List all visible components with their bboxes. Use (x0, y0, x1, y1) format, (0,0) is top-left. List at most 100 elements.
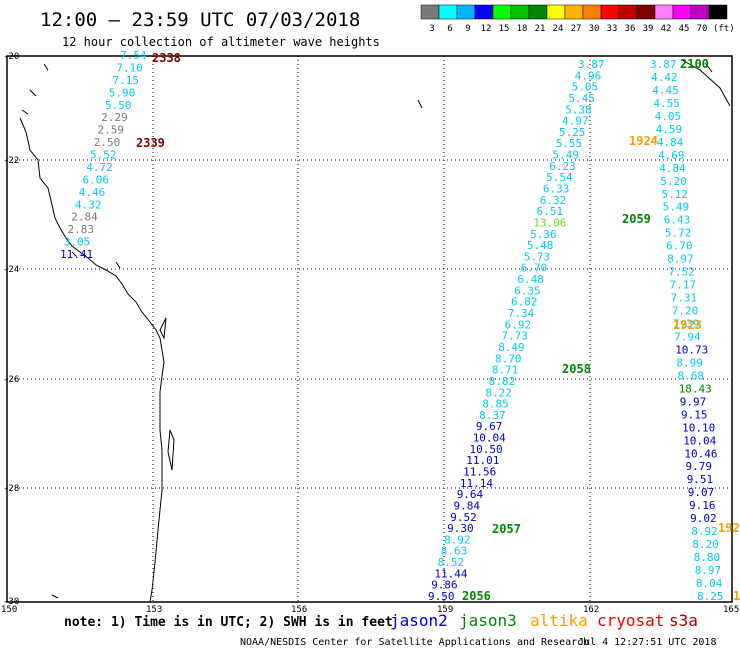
wave-height-value: 2.50 (94, 136, 121, 149)
wave-height-value: 2.29 (101, 111, 128, 124)
wave-height-value: 6.92 (505, 318, 531, 331)
wave-height-value: 8.70 (495, 352, 522, 365)
legend-jason3: jason3 (459, 611, 517, 630)
colorbar-label: 24 (553, 24, 564, 34)
wave-height-value: 8.99 (676, 356, 703, 369)
wave-height-value: 3.87 (578, 58, 605, 71)
colorbar-label: 42 (661, 24, 672, 34)
lon-label: 150 (1, 605, 17, 615)
wave-height-value: 8.52 (438, 556, 465, 569)
colorbar-label: 39 (643, 24, 654, 34)
wave-height-value: 10.73 (675, 344, 708, 357)
wave-height-value: 6.48 (517, 273, 544, 286)
lat-label: -22 (3, 156, 19, 166)
wave-height-value: 7.10 (116, 61, 143, 74)
coast-islands (21, 59, 731, 599)
wave-height-value: 7.15 (113, 74, 140, 87)
colorbar-swatch (654, 4, 674, 20)
pass-time-label: 1923 (673, 318, 702, 332)
colorbar-swatch (564, 4, 584, 20)
wave-height-value: 10.04 (683, 434, 716, 447)
wave-height-value: 8.49 (498, 341, 525, 354)
wave-height-value: 7.54 (120, 49, 147, 62)
wave-height-value: 5.90 (109, 86, 136, 99)
lat-label: -30 (3, 597, 19, 607)
wave-height-value: 8.92 (691, 525, 718, 538)
wave-height-value: 4.97 (562, 115, 589, 128)
colorbar-swatch (456, 4, 476, 20)
wave-height-value: 6.33 (543, 183, 570, 196)
wave-height-value: 4.32 (75, 198, 102, 211)
legend-cryosat: cryosat (597, 611, 664, 630)
colorbar-label: 36 (625, 24, 636, 34)
footer-credit: NOAA/NESDIS Center for Satellite Applica… (240, 637, 589, 648)
wave-height-value: 8.92 (444, 533, 471, 546)
colorbar-label: 21 (535, 24, 546, 34)
pass-time-label: 2338 (152, 51, 181, 65)
wave-height-value: 5.50 (105, 99, 132, 112)
colorbar-swatch (528, 4, 548, 20)
lon-label: 159 (437, 605, 453, 615)
wave-height-value: 7.39 (673, 318, 700, 331)
wave-height-value: 8.22 (485, 386, 512, 399)
wave-height-value: 7.17 (670, 279, 697, 292)
wave-height-value: 2.84 (71, 211, 98, 224)
wave-height-value: 11.01 (466, 454, 499, 467)
wave-height-value: 8.97 (695, 564, 722, 577)
colorbar-swatch (510, 4, 530, 20)
wave-height-value: 9.52 (450, 511, 477, 524)
lon-label: 165 (723, 605, 739, 615)
wave-height-value: 6.82 (511, 296, 538, 309)
wave-height-value: 8.80 (694, 551, 721, 564)
legend-s3a: s3a (669, 611, 698, 630)
australia-coastline (19, 117, 165, 603)
pass-time-label: 2059 (622, 212, 651, 226)
colorbar-label: 9 (465, 24, 470, 34)
wave-height-value: 5.55 (556, 137, 583, 150)
wave-height-value: 11.14 (460, 477, 493, 490)
pass-time-label: 2058 (562, 362, 591, 376)
wave-height-value: 5.45 (568, 92, 595, 105)
wave-height-value: 11.41 (60, 248, 93, 261)
wave-height-value: 10.46 (684, 447, 717, 460)
island-outline (159, 317, 175, 471)
wave-height-value: 5.73 (524, 250, 551, 263)
pass-time-label: 2100 (680, 57, 709, 71)
lon-label: 162 (583, 605, 599, 615)
wave-height-value: 3.05 (64, 236, 91, 249)
wave-height-value: 5.48 (527, 239, 554, 252)
wave-height-value: 6.32 (540, 194, 567, 207)
colorbar-legend: 3 6 9 12 15 18 21 24 27 30 33 36 39 42 45 70 (420, 4, 728, 34)
wave-height-value: 8.82 (489, 375, 515, 388)
colorbar-swatch (582, 4, 602, 20)
wave-height-value: 8.97 (667, 253, 694, 266)
wave-height-value: 6.35 (514, 284, 541, 297)
legend-jason2: jason2 (390, 611, 448, 630)
colorbar-label: 6 (447, 24, 452, 34)
wave-height-value: 8.25 (697, 590, 724, 603)
colorbar-swatch (474, 4, 494, 20)
wave-height-value: 13.06 (533, 217, 566, 230)
wave-height-value: 6.23 (549, 160, 576, 173)
wave-height-value: 4.59 (656, 123, 683, 136)
colorbar-label: 30 (589, 24, 600, 34)
lon-label: 153 (146, 605, 162, 615)
colorbar-label: 12 (481, 24, 492, 34)
wave-height-value: 4.84 (659, 162, 686, 175)
wave-height-value: 11.44 (434, 567, 467, 580)
wave-height-value: 6.43 (664, 214, 691, 227)
wave-height-value: 4.05 (655, 110, 682, 123)
wave-height-tracks: 7.547.107.155.905.502.292.592.505.524.72… (60, 49, 724, 603)
wave-height-value: 9.84 (454, 499, 481, 512)
wave-height-value: 7.73 (501, 330, 528, 343)
colorbar-swatch (420, 4, 440, 20)
wave-height-value: 9.86 (431, 579, 458, 592)
wave-height-value: 7.20 (672, 305, 699, 318)
map-frame (6, 55, 733, 603)
wave-height-value: 8.71 (492, 364, 519, 377)
colorbar-swatch (492, 4, 512, 20)
colorbar-label: 45 (679, 24, 690, 34)
wave-height-value: 6.51 (537, 205, 564, 218)
pass-time-label: 1924 (629, 134, 658, 148)
footer-timestamp: Jul 4 12:27:51 UTC 2018 (578, 637, 716, 648)
